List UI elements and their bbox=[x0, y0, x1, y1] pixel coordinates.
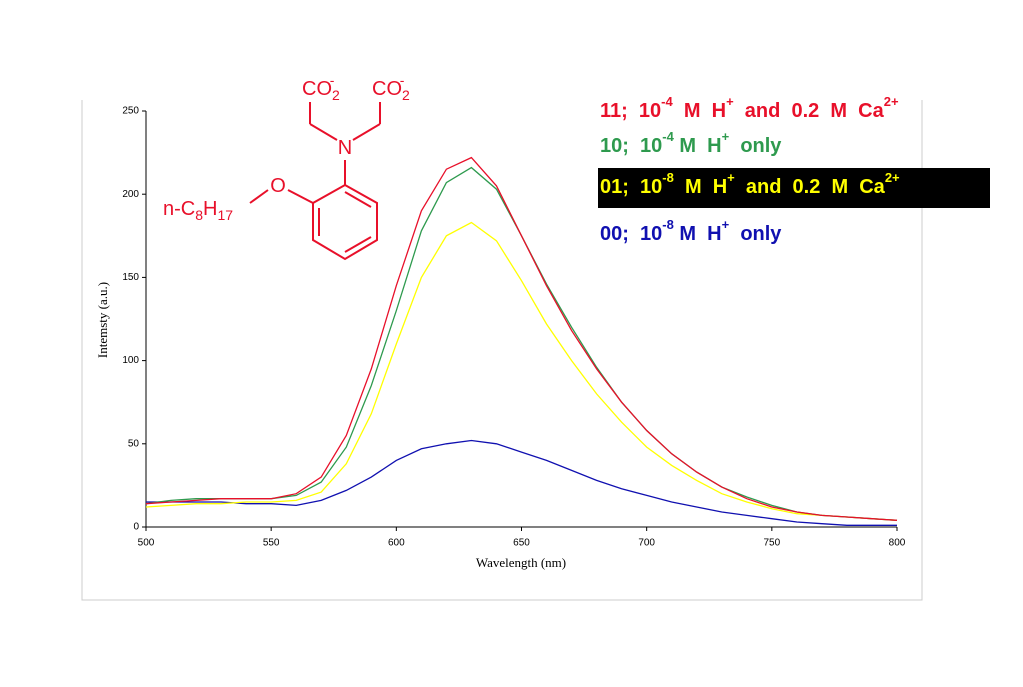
x-tick-label: 700 bbox=[638, 538, 655, 549]
series-line bbox=[145, 156, 898, 521]
series-line bbox=[145, 221, 898, 521]
x-tick-label: 500 bbox=[138, 538, 155, 549]
superscript: - bbox=[330, 72, 335, 88]
legend-entry: 10; 10-4 M H+ only bbox=[600, 129, 782, 157]
structure-label: O bbox=[270, 175, 286, 197]
text-run: M H bbox=[673, 100, 726, 122]
y-tick-label: 100 bbox=[122, 355, 139, 366]
superscript: + bbox=[726, 94, 734, 109]
text-run: M H bbox=[674, 176, 727, 198]
superscript: - bbox=[400, 72, 405, 88]
y-tick-label: 50 bbox=[128, 438, 140, 449]
text-run: 00; 10 bbox=[600, 223, 662, 245]
subscript: 2 bbox=[402, 87, 410, 103]
y-tick-label: 0 bbox=[133, 522, 139, 533]
x-tick-label: 550 bbox=[263, 538, 280, 549]
text-run: and 0.2 M Ca bbox=[735, 176, 886, 198]
text-run: only bbox=[729, 135, 782, 157]
x-tick-label: 750 bbox=[763, 538, 780, 549]
series-line bbox=[146, 439, 897, 526]
superscript: -4 bbox=[661, 94, 673, 109]
x-tick-label: 800 bbox=[889, 538, 906, 549]
text-run: 01; 10 bbox=[600, 176, 662, 198]
legend-highlight bbox=[598, 168, 990, 208]
legend-entry: 11; 10-4 M H+ and 0.2 M Ca2+ bbox=[600, 94, 899, 122]
structure bbox=[249, 102, 381, 261]
y-tick-label: 150 bbox=[122, 272, 139, 283]
structure-label: N bbox=[338, 137, 352, 159]
superscript: -4 bbox=[662, 129, 674, 144]
y-tick-label: 250 bbox=[122, 106, 139, 117]
subscript: 8 bbox=[195, 207, 203, 223]
text-run: M H bbox=[674, 135, 722, 157]
text-run: H bbox=[203, 198, 217, 220]
legend-entry: 01; 10-8 M H+ and 0.2 M Ca2+ bbox=[600, 170, 900, 198]
text-run: CO bbox=[302, 78, 332, 100]
y-axis-title: Intemsty (a.u.) bbox=[95, 282, 110, 358]
superscript: + bbox=[727, 170, 735, 185]
frame bbox=[81, 100, 923, 601]
structure-label: n-C8H17 bbox=[163, 198, 233, 222]
superscript: 2+ bbox=[884, 94, 899, 109]
superscript: -8 bbox=[662, 217, 674, 232]
superscript: 2+ bbox=[885, 170, 900, 185]
y-tick-label: 200 bbox=[122, 189, 139, 200]
legend-entry: 00; 10-8 M H+ only bbox=[600, 217, 782, 245]
text-run: M H bbox=[674, 223, 722, 245]
superscript: -8 bbox=[662, 170, 674, 185]
superscript: + bbox=[722, 217, 730, 232]
text-run: n-C bbox=[163, 198, 195, 220]
x-axis-title: Wavelength (nm) bbox=[476, 555, 566, 570]
superscript: + bbox=[722, 129, 730, 144]
text-run: N bbox=[338, 137, 352, 159]
text-run: and 0.2 M Ca bbox=[734, 100, 885, 122]
structure-label: CO2- bbox=[372, 72, 410, 103]
text-run: 11; 10 bbox=[600, 100, 661, 122]
x-tick-label: 650 bbox=[513, 538, 530, 549]
structure-label: CO2- bbox=[302, 72, 340, 103]
text-run: CO bbox=[372, 78, 402, 100]
subscript: 2 bbox=[332, 87, 340, 103]
subscript: 17 bbox=[217, 207, 233, 223]
text-run: 10; 10 bbox=[600, 135, 662, 157]
text-run: only bbox=[729, 223, 782, 245]
x-tick-label: 600 bbox=[388, 538, 405, 549]
text-run: O bbox=[270, 175, 286, 197]
